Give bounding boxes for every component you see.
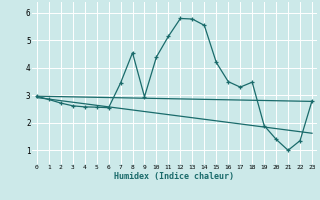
X-axis label: Humidex (Indice chaleur): Humidex (Indice chaleur): [115, 172, 234, 181]
